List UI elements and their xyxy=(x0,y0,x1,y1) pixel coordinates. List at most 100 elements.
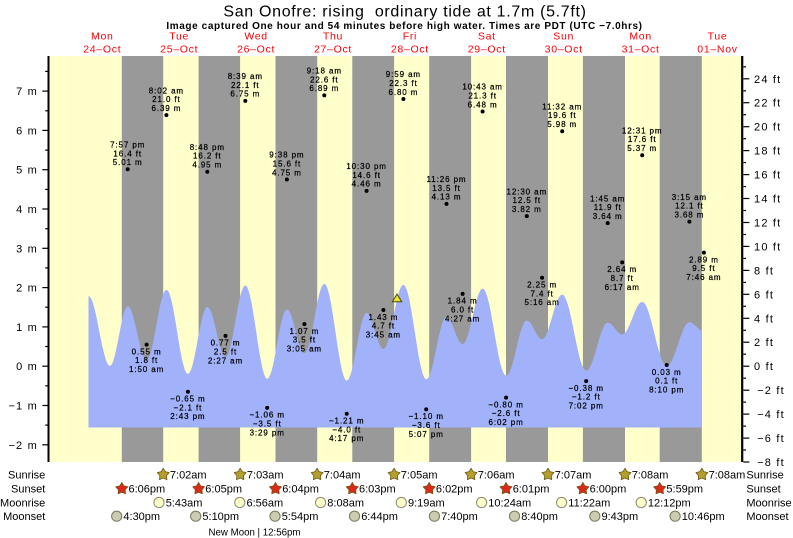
svg-text:5:07 pm: 5:07 pm xyxy=(409,430,444,439)
svg-text:3.68 m: 3.68 m xyxy=(674,210,704,219)
svg-text:4 ft: 4 ft xyxy=(754,313,774,325)
svg-text:17.6 ft: 17.6 ft xyxy=(628,135,657,144)
svg-text:14.6 ft: 14.6 ft xyxy=(352,171,381,180)
svg-text:6:01pm: 6:01pm xyxy=(513,484,550,496)
svg-text:16.2 ft: 16.2 ft xyxy=(193,152,222,161)
svg-text:6 ft: 6 ft xyxy=(754,289,774,301)
svg-text:5.98 m: 5.98 m xyxy=(547,120,577,129)
svg-text:25–Oct: 25–Oct xyxy=(160,44,198,56)
svg-text:Tue: Tue xyxy=(708,30,728,42)
svg-text:3:45 am: 3:45 am xyxy=(366,330,401,339)
svg-text:Sunset: Sunset xyxy=(746,484,780,496)
svg-text:26–Oct: 26–Oct xyxy=(237,44,275,56)
svg-text:6:02pm: 6:02pm xyxy=(436,484,473,496)
svg-text:2.64 m: 2.64 m xyxy=(607,265,637,274)
svg-text:2 m: 2 m xyxy=(16,283,38,295)
svg-text:Fri: Fri xyxy=(403,30,417,42)
svg-text:4:30pm: 4:30pm xyxy=(123,511,160,523)
svg-text:−1.10 m: −1.10 m xyxy=(408,412,443,421)
svg-text:20 ft: 20 ft xyxy=(754,122,781,134)
svg-text:8:02 am: 8:02 am xyxy=(149,86,184,95)
svg-text:2:43 pm: 2:43 pm xyxy=(170,412,205,421)
svg-text:29–Oct: 29–Oct xyxy=(468,44,506,56)
svg-text:4.7 ft: 4.7 ft xyxy=(372,322,395,331)
svg-text:4.46 m: 4.46 m xyxy=(352,180,382,189)
svg-text:Moonrise: Moonrise xyxy=(0,497,45,509)
svg-text:12.5 ft: 12.5 ft xyxy=(513,196,542,205)
svg-text:3 m: 3 m xyxy=(16,243,38,255)
svg-text:7:02am: 7:02am xyxy=(170,469,207,481)
svg-text:5.01 m: 5.01 m xyxy=(113,158,143,167)
svg-text:12:12pm: 12:12pm xyxy=(648,497,691,509)
svg-text:13.5 ft: 13.5 ft xyxy=(432,184,461,193)
svg-text:Sunrise: Sunrise xyxy=(8,469,45,481)
svg-text:Tue: Tue xyxy=(169,30,189,42)
svg-text:Thu: Thu xyxy=(323,30,343,42)
svg-text:1.07 m: 1.07 m xyxy=(289,327,319,336)
svg-text:1 m: 1 m xyxy=(16,322,38,334)
svg-text:4.75 m: 4.75 m xyxy=(272,168,302,177)
svg-text:12:30 am: 12:30 am xyxy=(507,187,548,196)
svg-text:−4 ft: −4 ft xyxy=(757,409,785,421)
svg-text:5:43am: 5:43am xyxy=(166,497,203,509)
svg-text:6:00pm: 6:00pm xyxy=(590,484,627,496)
svg-text:11.9 ft: 11.9 ft xyxy=(594,203,622,212)
svg-text:6:02 pm: 6:02 pm xyxy=(488,418,523,427)
svg-text:San Onofre: rising ordinary t: San Onofre: rising ordinary tide at 1.7m… xyxy=(223,4,586,21)
svg-text:3.64 m: 3.64 m xyxy=(593,212,623,221)
svg-text:22.3 ft: 22.3 ft xyxy=(389,79,418,88)
svg-text:2.5 ft: 2.5 ft xyxy=(214,348,237,357)
svg-text:12 ft: 12 ft xyxy=(754,218,781,230)
svg-text:10:24am: 10:24am xyxy=(488,497,531,509)
svg-text:0.03 m: 0.03 m xyxy=(652,368,682,377)
svg-text:8.7 ft: 8.7 ft xyxy=(611,274,634,283)
svg-text:Sun: Sun xyxy=(553,30,574,42)
svg-text:−0.38 m: −0.38 m xyxy=(568,384,603,393)
svg-text:4.13 m: 4.13 m xyxy=(432,193,462,202)
svg-text:−8 ft: −8 ft xyxy=(757,457,785,469)
svg-text:21.3 ft: 21.3 ft xyxy=(468,92,497,101)
svg-text:2:27 am: 2:27 am xyxy=(208,356,243,365)
svg-text:1:45 am: 1:45 am xyxy=(590,194,625,203)
svg-text:1.43 m: 1.43 m xyxy=(368,313,398,322)
svg-text:7:46 am: 7:46 am xyxy=(686,273,721,282)
svg-text:−3.6 ft: −3.6 ft xyxy=(412,421,441,430)
svg-text:8 ft: 8 ft xyxy=(754,265,774,277)
svg-text:16 ft: 16 ft xyxy=(754,170,781,182)
svg-text:Sunset: Sunset xyxy=(11,484,45,496)
svg-text:11:26 pm: 11:26 pm xyxy=(427,175,467,184)
svg-text:7:03am: 7:03am xyxy=(247,469,284,481)
svg-text:19.6 ft: 19.6 ft xyxy=(548,111,577,120)
svg-text:−1.2 ft: −1.2 ft xyxy=(572,393,601,402)
svg-text:10 ft: 10 ft xyxy=(754,241,781,253)
svg-text:6.80 m: 6.80 m xyxy=(388,88,418,97)
svg-text:12.1 ft: 12.1 ft xyxy=(675,202,704,211)
svg-text:2.89 m: 2.89 m xyxy=(689,255,719,264)
svg-text:6.39 m: 6.39 m xyxy=(151,104,181,113)
svg-text:01–Nov: 01–Nov xyxy=(697,44,737,56)
svg-text:3:05 am: 3:05 am xyxy=(287,345,322,354)
svg-text:10:46pm: 10:46pm xyxy=(682,511,725,523)
svg-text:−2.1 ft: −2.1 ft xyxy=(174,403,203,412)
svg-text:0.55 m: 0.55 m xyxy=(132,347,162,356)
svg-text:9:59 am: 9:59 am xyxy=(386,70,421,79)
svg-text:Moonset: Moonset xyxy=(746,511,788,523)
svg-text:9:18 am: 9:18 am xyxy=(307,67,342,76)
svg-text:−0.80 m: −0.80 m xyxy=(488,400,523,409)
svg-text:4:27 am: 4:27 am xyxy=(445,314,480,323)
svg-text:−1 m: −1 m xyxy=(8,401,38,413)
svg-text:6:44pm: 6:44pm xyxy=(361,511,398,523)
svg-text:11:32 am: 11:32 am xyxy=(542,102,582,111)
svg-text:14 ft: 14 ft xyxy=(754,194,781,206)
svg-text:6:05pm: 6:05pm xyxy=(205,484,242,496)
svg-text:8:08am: 8:08am xyxy=(327,497,364,509)
svg-text:6 m: 6 m xyxy=(16,125,38,137)
svg-text:7:02 pm: 7:02 pm xyxy=(569,402,604,411)
svg-text:−2 m: −2 m xyxy=(8,440,38,452)
svg-text:21.0 ft: 21.0 ft xyxy=(152,95,181,104)
svg-text:8:39 am: 8:39 am xyxy=(228,72,263,81)
svg-text:−4.0 ft: −4.0 ft xyxy=(332,425,361,434)
svg-text:9:38 pm: 9:38 pm xyxy=(269,151,304,160)
svg-text:15.6 ft: 15.6 ft xyxy=(273,160,302,169)
svg-text:6.48 m: 6.48 m xyxy=(468,100,498,109)
